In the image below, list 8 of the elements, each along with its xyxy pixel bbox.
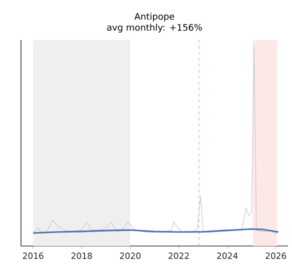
chart-title: Antipope: [134, 12, 174, 22]
x-tick-label: 2022: [168, 252, 189, 259]
chart-subtitle: avg monthly: +156%: [107, 24, 202, 33]
x-tick-label: 2024: [217, 252, 238, 259]
x-tick-label: 2016: [22, 252, 44, 259]
x-tick-label: 2026: [266, 252, 286, 259]
x-tick-label: 2020: [120, 252, 140, 259]
x-tick-label: 2018: [71, 252, 92, 259]
